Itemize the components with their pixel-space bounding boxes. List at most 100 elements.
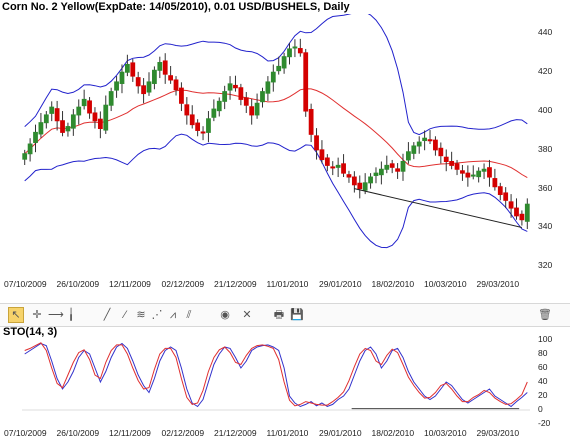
candle — [200, 131, 206, 134]
price-tick-label: 380 — [538, 143, 553, 154]
candle — [524, 203, 530, 222]
date-tick-label: 21/12/2009 — [214, 428, 257, 438]
candle — [124, 63, 130, 73]
vertical-line-tool-icon[interactable]: ╽ — [67, 309, 75, 321]
candle — [519, 213, 525, 221]
date-tick-label: 10/03/2010 — [424, 428, 467, 438]
candle — [265, 81, 271, 94]
candle — [308, 108, 314, 135]
candle — [427, 139, 433, 142]
candle — [238, 87, 244, 100]
candle — [233, 84, 238, 89]
candle — [195, 122, 201, 131]
candle — [378, 168, 384, 176]
stochastic-tick-label: 80 — [538, 348, 548, 358]
candle — [243, 97, 249, 106]
candle — [97, 118, 103, 130]
channel-tool-icon[interactable]: ⫽ — [186, 309, 192, 321]
candle — [373, 172, 379, 176]
date-tick-label: 12/11/2009 — [109, 428, 151, 438]
candle — [135, 77, 141, 87]
price-tick-label: 420 — [538, 66, 553, 77]
ellipse-tool-icon[interactable]: ◉ — [220, 309, 230, 321]
candle — [384, 164, 390, 170]
candle — [87, 100, 92, 114]
candle — [162, 60, 168, 75]
candle — [454, 163, 460, 170]
candle — [206, 118, 211, 133]
candle — [76, 106, 82, 116]
andrews-pitchfork-tool-icon[interactable]: ⩘ — [169, 309, 177, 321]
date-tick-label: 11/01/2010 — [266, 279, 309, 289]
candle — [330, 166, 336, 169]
date-tick-label: 29/01/2010 — [319, 428, 362, 438]
crosshair-tool-icon[interactable]: ✛ — [32, 309, 42, 321]
bollinger-lower-band — [24, 133, 528, 249]
candle — [270, 71, 276, 83]
candle — [351, 176, 357, 186]
stochastic-k-line — [24, 342, 528, 408]
candle — [70, 114, 76, 129]
candle — [108, 91, 114, 106]
stochastic-tick-label: 0 — [538, 404, 543, 414]
candle — [168, 75, 174, 81]
stochastic-chart[interactable] — [22, 340, 530, 424]
candle — [400, 160, 406, 172]
stochastic-tick-label: 60 — [538, 362, 548, 372]
candle — [487, 167, 492, 178]
candle — [406, 151, 411, 161]
candle — [27, 143, 33, 155]
save-icon[interactable]: 💾 — [290, 309, 304, 321]
candle — [395, 168, 400, 172]
trend-line-tool-icon[interactable]: ╱ — [103, 309, 111, 321]
candle — [497, 186, 503, 195]
price-chart[interactable] — [22, 14, 530, 276]
price-tick-label: 360 — [538, 182, 553, 193]
print-icon[interactable]: 🖶 — [273, 309, 285, 321]
candle — [179, 87, 184, 104]
candle — [211, 108, 217, 118]
candle — [481, 168, 487, 172]
candle — [438, 147, 444, 157]
stochastic-tick-label: 100 — [538, 334, 553, 344]
date-tick-label: 26/10/2009 — [56, 428, 100, 438]
date-tick-label: 02/12/2009 — [161, 428, 205, 438]
candle — [281, 56, 287, 69]
candle — [508, 201, 514, 209]
stochastic-title: STO(14, 3) — [3, 326, 58, 338]
candle — [146, 81, 152, 93]
candle — [503, 192, 509, 201]
candle — [189, 114, 195, 126]
candle — [492, 178, 498, 188]
candle — [60, 120, 65, 133]
date-tick-label: 29/03/2010 — [476, 279, 520, 289]
candle — [119, 71, 125, 84]
date-tick-label: 02/12/2009 — [161, 279, 205, 289]
fibonacci-fan-tool-icon[interactable]: ≋ — [136, 309, 146, 321]
trash-icon[interactable]: 🗑 — [538, 309, 552, 321]
moving-average-line — [24, 88, 528, 179]
candle — [222, 91, 228, 102]
candle — [173, 79, 179, 91]
date-tick-label: 07/10/2009 — [4, 428, 47, 438]
candle — [346, 174, 352, 178]
gann-fan-tool-icon[interactable]: ⋰ — [151, 309, 163, 321]
candle — [141, 85, 146, 95]
candle — [22, 153, 28, 160]
candle — [81, 98, 87, 107]
chart-title: Corn No. 2 Yellow(ExpDate: 14/05/2010), … — [2, 1, 350, 13]
date-tick-label: 10/03/2010 — [424, 279, 467, 289]
candle — [297, 48, 303, 54]
candle — [216, 100, 222, 112]
trend-line — [354, 188, 523, 228]
delete-drawing-icon[interactable]: ✕ — [242, 309, 252, 321]
candle — [33, 131, 38, 143]
candle — [130, 62, 136, 77]
candle — [184, 104, 190, 116]
ray-tool-icon[interactable]: ⁄ — [124, 309, 126, 321]
candle — [411, 145, 417, 154]
price-tick-label: 340 — [538, 221, 553, 232]
candle — [465, 172, 471, 178]
pointer-tool-icon[interactable]: ↖ — [8, 307, 24, 323]
horizontal-line-tool-icon[interactable]: ⟶ — [48, 309, 64, 321]
